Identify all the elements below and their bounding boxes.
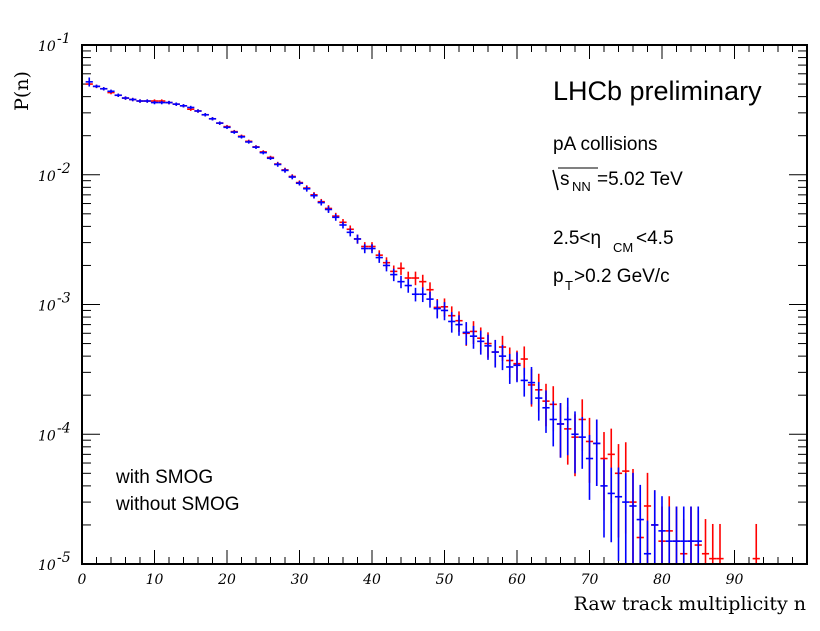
eta-prefix: 2.5<η <box>553 228 601 249</box>
x-tick-label: 0 <box>78 572 87 588</box>
eta-subscript: CM <box>613 240 633 255</box>
series-1 <box>85 77 702 564</box>
legend-with-smog: with SMOG <box>115 467 213 488</box>
x-tick-label: 30 <box>291 572 309 588</box>
y-tick-label: 10 <box>38 558 56 574</box>
y-tick-label: 10 <box>38 39 56 55</box>
y-tick-labels: 10-510-410-310-210-1 <box>38 31 71 574</box>
x-tick-label: 60 <box>508 572 526 588</box>
x-tick-label: 50 <box>436 572 454 588</box>
plot-frame <box>81 44 808 565</box>
x-tick-label: 70 <box>581 572 599 588</box>
eta-label: 2.5<η CM <4.5 <box>553 228 674 255</box>
x-tick-label: 80 <box>653 572 671 588</box>
energy-symbol: s <box>560 169 570 190</box>
x-tick-label: 10 <box>146 572 164 588</box>
y-tick-exponent: -2 <box>57 161 71 177</box>
y-tick-label: 10 <box>38 299 56 315</box>
x-tick-label: 90 <box>726 572 744 588</box>
pt-prefix: p <box>553 266 564 287</box>
legend-without-smog: without SMOG <box>115 494 240 515</box>
energy-value: =5.02 TeV <box>597 169 683 190</box>
x-tick-labels: 0 10 20 30 40 50 60 70 80 90 <box>78 572 744 588</box>
pt-subscript: T <box>565 278 573 293</box>
x-tick-label: 20 <box>217 572 236 588</box>
y-tick-exponent: -5 <box>57 550 71 566</box>
y-tick-label: 10 <box>38 428 56 444</box>
system-label: pA collisions <box>553 134 658 155</box>
energy-subscript: NN <box>572 179 591 194</box>
experiment-label: LHCb preliminary <box>553 76 762 106</box>
y-tick-exponent: -1 <box>57 31 71 47</box>
sqrt-icon <box>552 169 559 191</box>
data-series <box>85 77 760 564</box>
series-0 <box>85 82 760 564</box>
y-tick-exponent: -4 <box>57 420 71 436</box>
y-tick-exponent: -3 <box>57 291 71 307</box>
pt-suffix: >0.2 GeV/c <box>574 266 670 287</box>
eta-suffix: <4.5 <box>636 228 674 249</box>
x-axis-title: Raw track multiplicity n <box>574 593 806 615</box>
y-tick-label: 10 <box>38 169 56 185</box>
y-axis-title: P(n) <box>11 71 33 111</box>
x-tick-label: 40 <box>362 572 381 588</box>
energy-label: s NN =5.02 TeV <box>552 167 683 194</box>
pt-label: p T >0.2 GeV/c <box>553 266 670 293</box>
